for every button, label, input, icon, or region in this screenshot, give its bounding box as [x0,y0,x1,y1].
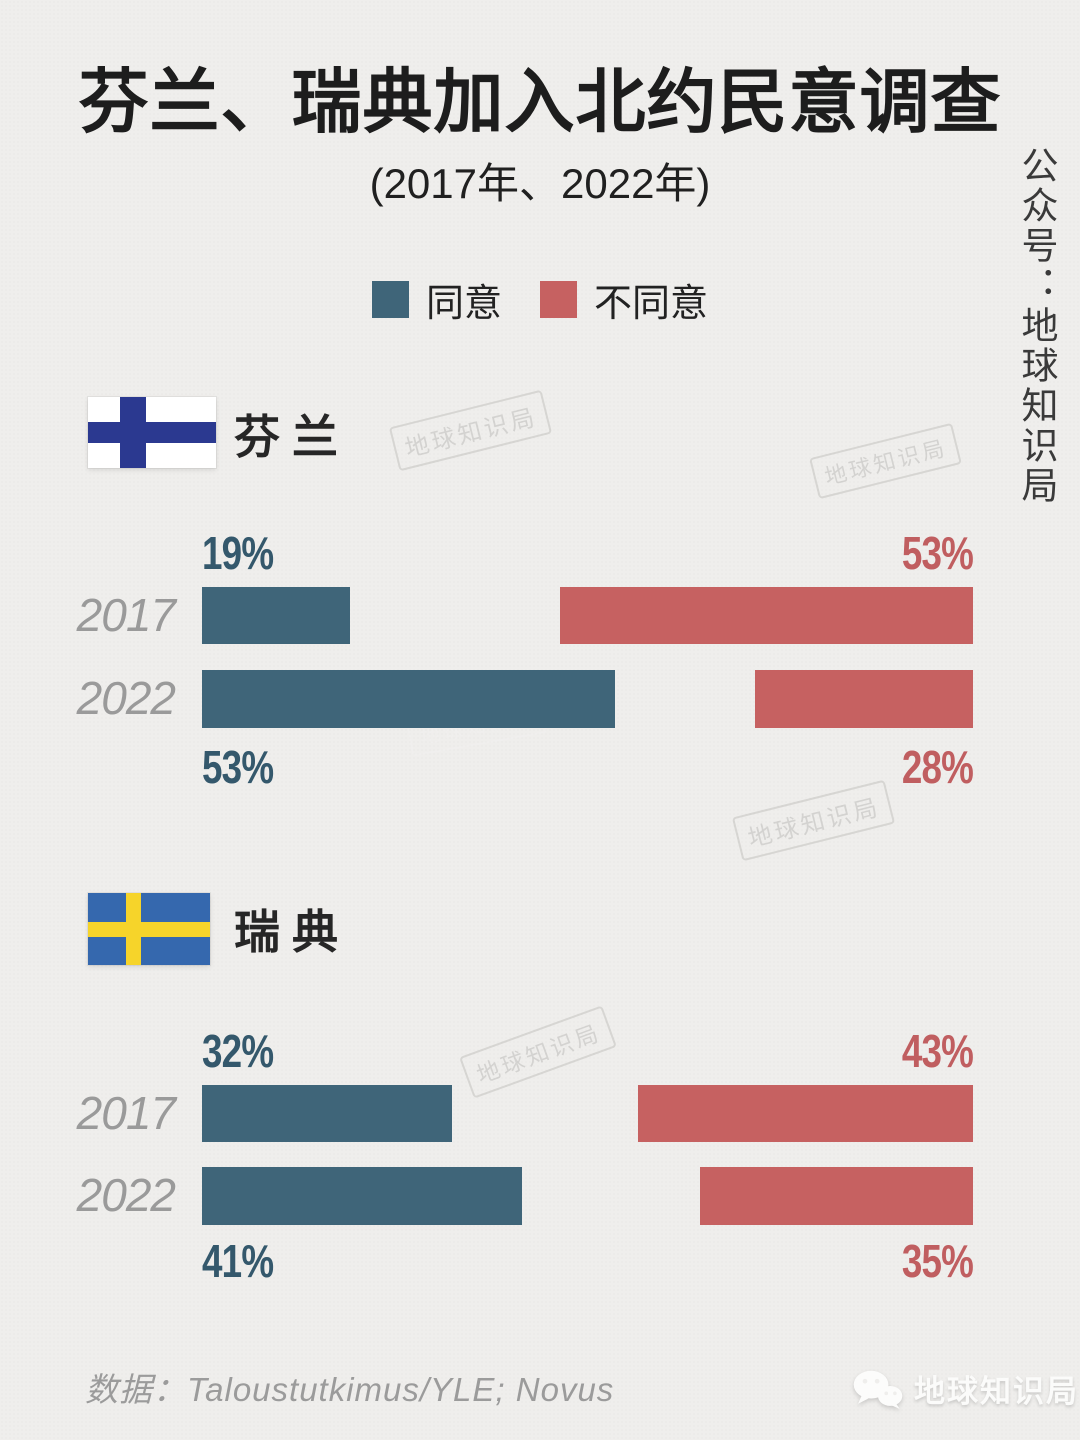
finland-2017-value-labels: 19% 53% [202,527,974,579]
legend-agree-swatch [371,281,409,318]
finland-2022-year-label: 2022 [76,672,176,724]
finland-2022-disagree-value: 28% [901,741,974,793]
sweden-2017-disagree-bar [637,1085,973,1142]
sweden-2022-agree-value: 41% [202,1235,274,1287]
finland-2017-agree-value: 19% [202,527,274,579]
legend-disagree-label: 不同意 [594,283,709,325]
sweden-2022-value-labels: 41% 35% [202,1235,974,1287]
brand-logo: 地球知识局 [852,1366,1079,1411]
legend-disagree-swatch [540,281,577,318]
sweden-2017-value-labels: 32% 43% [202,1025,974,1077]
finland-2022-agree-bar [202,670,616,728]
finland-flag-icon [88,397,216,468]
sweden-2022-disagree-bar [700,1167,973,1225]
sweden-2022-disagree-value: 35% [901,1235,974,1287]
legend-item-disagree: 不同意 [540,272,708,327]
legend: 同意 不同意 [0,272,1080,327]
sweden-2022-agree-bar [202,1167,522,1225]
finland-2022-value-labels: 53% 28% [202,741,974,793]
sweden-flag-icon [88,893,210,965]
sweden-flag-cross-horizontal [88,922,210,937]
wechat-icon [853,1370,903,1409]
finland-2017-year-label: 2017 [76,589,176,641]
watermark-stamp: 地球知识局 [388,389,553,472]
sweden-2017-year-label: 2017 [76,1087,176,1139]
country-label-finland: 芬兰 [234,411,350,463]
finland-2017-agree-bar [202,587,351,644]
finland-flag-cross-horizontal [88,422,216,443]
finland-2017-disagree-bar [559,587,973,644]
sweden-2017-agree-value: 32% [202,1025,274,1077]
page-title: 芬兰、瑞典加入北约民意调查 [78,63,1002,141]
page-subtitle: (2017年、2022年) [369,160,711,207]
data-source: 数据：Taloustutkimus/YLE; Novus [85,1371,615,1408]
finland-2022-disagree-bar [754,670,973,728]
sweden-2017-disagree-value: 43% [901,1025,974,1077]
side-account-label: 公众号：地球知识局 [1015,146,1056,506]
sweden-2017-agree-bar [202,1085,452,1142]
finland-2017-disagree-value: 53% [901,527,974,579]
legend-item-agree: 同意 [371,272,502,327]
finland-2022-agree-value: 53% [202,741,274,793]
sweden-2022-year-label: 2022 [76,1169,176,1221]
watermark-stamp: 地球知识局 [809,422,962,500]
brand-logo-text: 地球知识局 [914,1374,1079,1409]
legend-agree-label: 同意 [425,283,502,325]
country-label-sweden: 瑞典 [234,906,350,958]
